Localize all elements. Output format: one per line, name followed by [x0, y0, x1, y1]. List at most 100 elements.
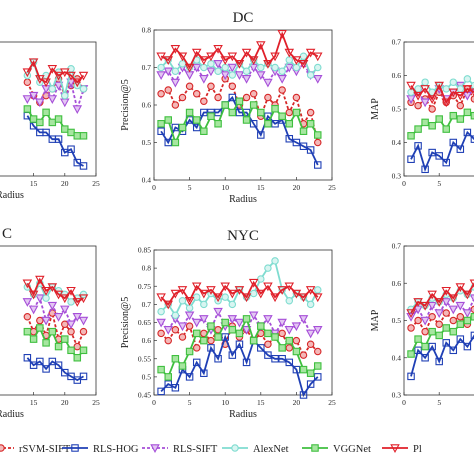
data-point	[178, 93, 187, 102]
data-point	[442, 339, 450, 347]
data-point	[278, 329, 286, 338]
series-rls-sift	[22, 294, 89, 330]
x-tick-label: 15	[257, 183, 265, 192]
plot-area	[156, 29, 323, 169]
data-point	[435, 357, 443, 366]
data-point	[214, 354, 222, 363]
y-tick-label: 0.7	[392, 38, 402, 47]
data-point	[448, 88, 459, 98]
data-point	[292, 365, 301, 374]
data-point	[242, 93, 251, 102]
data-point	[79, 132, 88, 140]
data-point	[191, 318, 202, 328]
series-rsvm-sift	[157, 75, 322, 147]
data-point	[177, 322, 188, 332]
data-point	[428, 313, 436, 321]
legend-marker	[71, 444, 79, 452]
data-point	[306, 380, 315, 388]
data-point	[298, 59, 309, 69]
x-tick-label: 10	[221, 398, 229, 407]
data-point	[278, 112, 286, 121]
data-point	[72, 105, 83, 114]
series-vggnet	[23, 105, 88, 140]
data-point	[442, 158, 450, 167]
data-point	[248, 56, 259, 65]
data-point	[73, 342, 82, 351]
data-point	[442, 85, 450, 93]
plot-area	[406, 279, 474, 381]
data-point	[285, 344, 294, 352]
data-point	[470, 331, 474, 340]
data-point	[299, 365, 308, 374]
plot-area	[406, 75, 474, 174]
data-point	[264, 120, 272, 128]
data-point	[406, 309, 416, 319]
data-point	[427, 301, 437, 311]
data-point	[314, 63, 322, 72]
data-point	[428, 105, 436, 113]
data-point	[456, 101, 465, 110]
data-point	[414, 316, 422, 325]
data-point	[242, 116, 251, 124]
data-point	[60, 294, 70, 304]
series-rls-hog	[23, 111, 88, 170]
data-point	[171, 383, 180, 392]
y-tick-label: 0.3	[392, 172, 402, 181]
series-alexnet	[157, 257, 322, 319]
data-point	[284, 282, 295, 292]
legend-item-5: VGGNet	[302, 444, 371, 455]
data-point	[264, 264, 272, 272]
data-point	[42, 294, 50, 302]
series-line	[160, 95, 319, 166]
series-rls-hog	[23, 353, 88, 384]
y-tick-label: 0.65	[138, 318, 151, 327]
data-point	[78, 294, 89, 304]
data-point	[28, 91, 39, 101]
data-point	[462, 309, 473, 319]
data-point	[455, 283, 466, 292]
data-point	[299, 351, 308, 359]
data-point	[428, 148, 436, 157]
data-point	[35, 275, 45, 285]
y-tick-label: 0.55	[138, 354, 151, 363]
series-rls-sift	[156, 59, 323, 88]
y-tick-label: 0.7	[142, 63, 152, 72]
data-point	[200, 108, 208, 117]
data-point	[22, 68, 33, 78]
data-point	[184, 311, 195, 321]
data-point	[35, 294, 45, 304]
data-point	[66, 71, 76, 81]
data-point	[23, 353, 32, 362]
data-point	[207, 344, 215, 352]
data-point	[178, 333, 187, 341]
panel-title: DC	[233, 10, 254, 26]
x-tick-label: 20	[61, 398, 69, 407]
data-point	[241, 75, 252, 84]
data-point	[213, 307, 223, 317]
data-point	[157, 365, 165, 374]
x-tick-label: 0	[402, 398, 406, 407]
data-point	[178, 59, 187, 68]
data-point	[78, 71, 89, 81]
series-placesnet	[156, 278, 323, 310]
data-point	[227, 289, 238, 299]
data-point	[164, 380, 172, 388]
data-point	[53, 71, 64, 81]
data-point	[292, 108, 301, 117]
x-tick-label: 0	[152, 183, 156, 192]
data-point	[277, 318, 287, 328]
data-point	[456, 85, 465, 93]
data-point	[66, 320, 76, 330]
data-point	[29, 115, 38, 123]
y-tick-label: 0.75	[138, 282, 151, 291]
data-point	[170, 78, 181, 88]
data-point	[227, 315, 238, 324]
data-point	[207, 336, 215, 345]
data-point	[164, 373, 172, 381]
data-point	[171, 67, 180, 76]
y-tick-label: 0.45	[138, 391, 151, 400]
data-point	[256, 289, 266, 299]
x-tick-label: 5	[188, 398, 192, 407]
data-point	[178, 123, 187, 132]
data-point	[42, 108, 50, 117]
